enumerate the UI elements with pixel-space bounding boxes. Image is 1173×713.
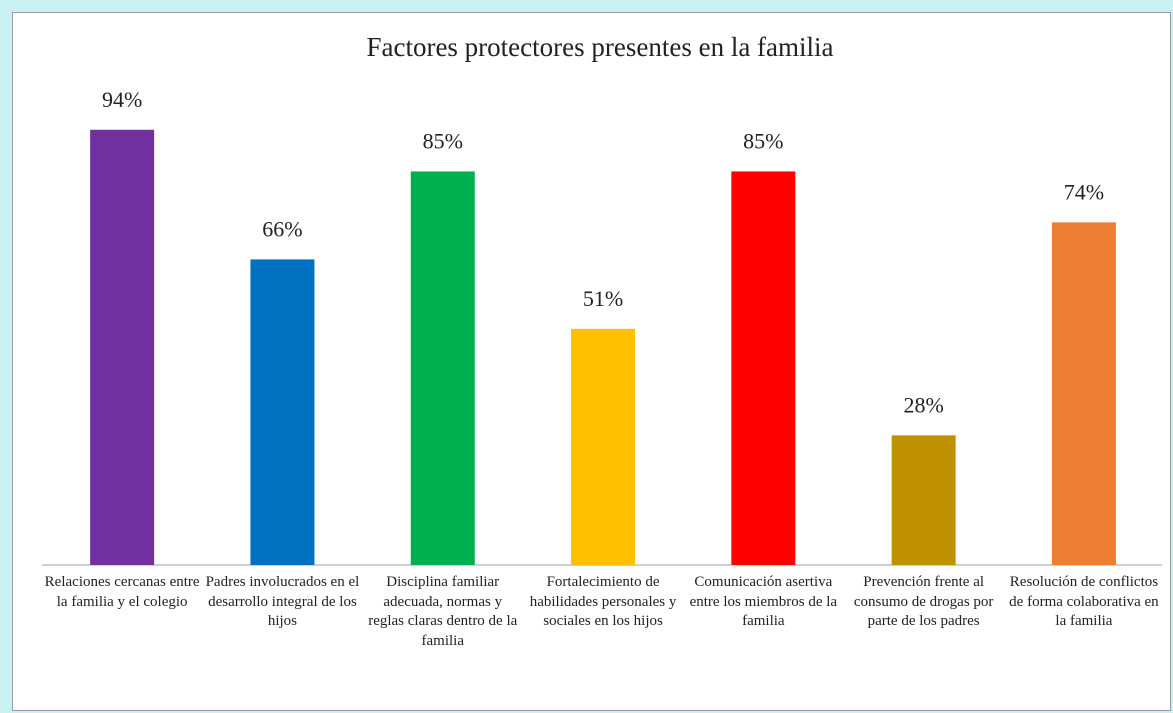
bar bbox=[1051, 222, 1116, 565]
x-tick-label: Disciplina familiar adecuada, normas y r… bbox=[368, 574, 518, 649]
x-tick-label: Comunicación asertiva entre los miembros… bbox=[689, 574, 838, 629]
bar bbox=[90, 129, 155, 565]
bar bbox=[891, 435, 956, 565]
x-tick-label: Padres involucrados en el desarrollo int… bbox=[205, 574, 360, 629]
value-label: 51% bbox=[583, 286, 623, 311]
chart-title: Factores protectores presentes en la fam… bbox=[366, 32, 833, 62]
bar bbox=[731, 171, 796, 565]
x-tick-label: Fortalecimiento de habilidades personale… bbox=[529, 574, 677, 629]
value-label: 85% bbox=[423, 128, 463, 153]
x-tick-label: Resolución de conflictos de forma colabo… bbox=[1009, 574, 1159, 629]
value-label: 85% bbox=[743, 128, 783, 153]
value-label: 94% bbox=[102, 87, 142, 112]
value-label: 28% bbox=[903, 392, 943, 417]
value-label: 74% bbox=[1064, 179, 1104, 204]
bar bbox=[571, 328, 636, 565]
bar bbox=[410, 171, 475, 565]
x-tick-label: Prevención frente al consumo de drogas p… bbox=[853, 574, 994, 629]
value-label: 66% bbox=[262, 216, 302, 241]
bar bbox=[250, 259, 315, 565]
x-tick-label: Relaciones cercanas entre la familia y e… bbox=[44, 574, 200, 610]
